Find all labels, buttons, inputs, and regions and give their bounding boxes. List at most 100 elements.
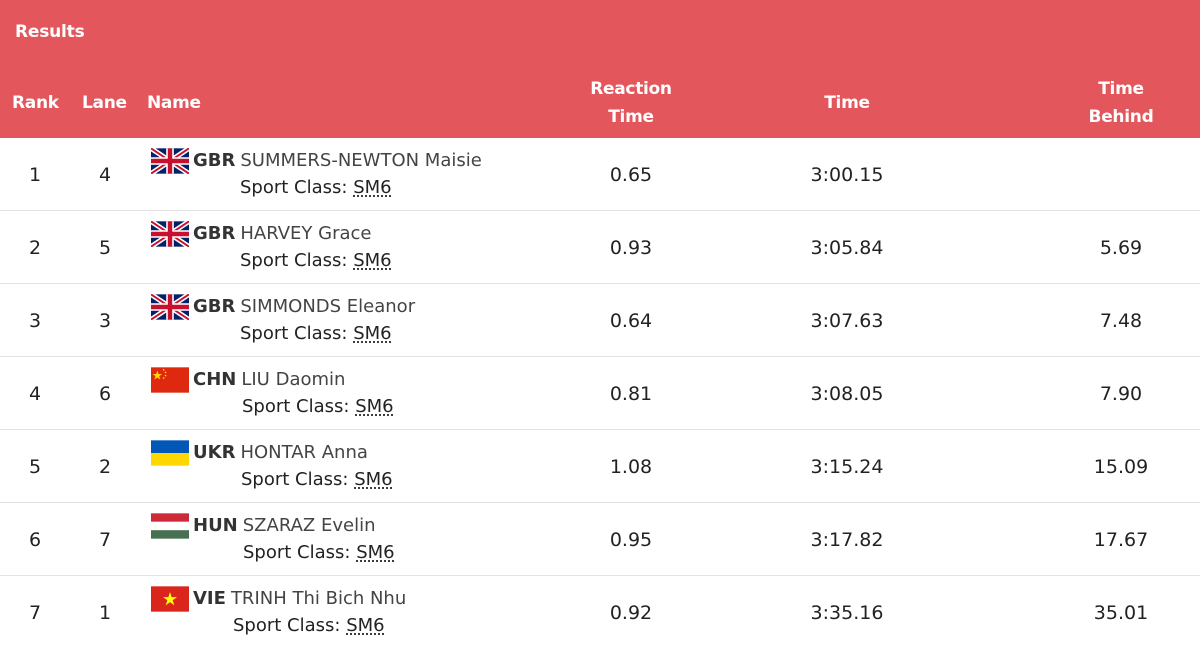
time-cell: 3:05.84 bbox=[810, 237, 884, 259]
sport-class-label: Sport Class: bbox=[242, 396, 356, 417]
panel-title: Results bbox=[15, 22, 85, 42]
reaction-time-cell: 0.64 bbox=[609, 310, 653, 332]
sport-class-label: Sport Class: bbox=[240, 323, 354, 344]
table-row: 7 1 VIE TRINH Thi Bich Nhu Sport Class: … bbox=[0, 576, 1200, 648]
rank-cell: 2 bbox=[28, 237, 42, 259]
gbr-flag-icon bbox=[151, 294, 189, 320]
reaction-time-cell: 0.95 bbox=[609, 529, 653, 551]
time-behind-cell: 7.90 bbox=[1099, 383, 1143, 405]
sport-class-line: Sport Class: SM6 bbox=[241, 468, 393, 492]
lane-cell: 5 bbox=[98, 237, 112, 259]
sport-class-value[interactable]: SM6 bbox=[346, 615, 385, 636]
time-behind-cell: 15.09 bbox=[1093, 456, 1149, 478]
sport-class-label: Sport Class: bbox=[241, 469, 355, 490]
chn-flag-icon bbox=[151, 367, 189, 393]
sport-class-line: Sport Class: SM6 bbox=[243, 541, 395, 565]
hun-flag-icon bbox=[151, 513, 189, 539]
lane-cell: 1 bbox=[98, 602, 112, 624]
sport-class-line: Sport Class: SM6 bbox=[240, 322, 392, 346]
sport-class-line: Sport Class: SM6 bbox=[240, 176, 392, 200]
sport-class-value[interactable]: SM6 bbox=[353, 250, 392, 271]
sport-class-line: Sport Class: SM6 bbox=[233, 614, 385, 638]
time-cell: 3:15.24 bbox=[810, 456, 884, 478]
table-row: 1 4 GBR SUMMERS-NEWTON Maisie Sport Clas… bbox=[0, 138, 1200, 211]
sport-class-label: Sport Class: bbox=[233, 615, 347, 636]
column-header-rank[interactable]: Rank bbox=[12, 93, 59, 113]
lane-cell: 3 bbox=[98, 310, 112, 332]
time-cell: 3:00.15 bbox=[810, 164, 884, 186]
gbr-flag-icon bbox=[151, 148, 189, 174]
table-row: 4 6 CHN LIU Daomin Sport Class: SM6 0.81… bbox=[0, 357, 1200, 430]
reaction-time-cell: 1.08 bbox=[609, 456, 653, 478]
sport-class-label: Sport Class: bbox=[243, 542, 357, 563]
time-behind-cell: 5.69 bbox=[1099, 237, 1143, 259]
sport-class-value[interactable]: SM6 bbox=[356, 542, 395, 563]
rank-cell: 1 bbox=[28, 164, 42, 186]
lane-cell: 7 bbox=[98, 529, 112, 551]
rank-cell: 7 bbox=[28, 602, 42, 624]
time-behind-cell: 17.67 bbox=[1093, 529, 1149, 551]
table-row: 5 2 UKR HONTAR Anna Sport Class: SM6 1.0… bbox=[0, 430, 1200, 503]
time-cell: 3:17.82 bbox=[810, 529, 884, 551]
time-cell: 3:35.16 bbox=[810, 602, 884, 624]
reaction-time-cell: 0.81 bbox=[609, 383, 653, 405]
column-header-reaction-line2: Time bbox=[608, 107, 654, 127]
sport-class-label: Sport Class: bbox=[240, 177, 354, 198]
sport-class-value[interactable]: SM6 bbox=[355, 396, 394, 417]
noc-code: VIE bbox=[193, 588, 226, 609]
noc-code: GBR bbox=[193, 223, 236, 244]
noc-code: UKR bbox=[193, 442, 236, 463]
ukr-flag-icon bbox=[151, 440, 189, 466]
sport-class-label: Sport Class: bbox=[240, 250, 354, 271]
column-header-reaction-line1: Reaction bbox=[590, 79, 672, 99]
column-header-time[interactable]: Time bbox=[824, 93, 870, 113]
sport-class-value[interactable]: SM6 bbox=[354, 469, 393, 490]
sport-class-value[interactable]: SM6 bbox=[353, 323, 392, 344]
athlete-name-link[interactable]: HONTAR Anna bbox=[240, 442, 368, 463]
time-behind-cell: 7.48 bbox=[1099, 310, 1143, 332]
vie-flag-icon bbox=[151, 586, 189, 612]
column-header-behind-line2: Behind bbox=[1088, 107, 1154, 127]
lane-cell: 4 bbox=[98, 164, 112, 186]
athlete-name-link[interactable]: SZARAZ Evelin bbox=[242, 515, 376, 536]
column-header-name[interactable]: Name bbox=[147, 93, 201, 113]
athlete-name-line: VIE TRINH Thi Bich Nhu bbox=[151, 586, 406, 612]
athlete-name-link[interactable]: LIU Daomin bbox=[241, 369, 346, 390]
results-header: Results Rank Lane Name Reaction Time Tim… bbox=[0, 0, 1200, 138]
noc-code: GBR bbox=[193, 296, 236, 317]
noc-code: CHN bbox=[193, 369, 237, 390]
time-cell: 3:07.63 bbox=[810, 310, 884, 332]
athlete-name-link[interactable]: SIMMONDS Eleanor bbox=[240, 296, 416, 317]
reaction-time-cell: 0.65 bbox=[609, 164, 653, 186]
rank-cell: 4 bbox=[28, 383, 42, 405]
lane-cell: 6 bbox=[98, 383, 112, 405]
athlete-name-line: CHN LIU Daomin bbox=[151, 367, 345, 393]
noc-code: GBR bbox=[193, 150, 236, 171]
sport-class-line: Sport Class: SM6 bbox=[240, 249, 392, 273]
athlete-name-link[interactable]: TRINH Thi Bich Nhu bbox=[230, 588, 407, 609]
sport-class-line: Sport Class: SM6 bbox=[242, 395, 394, 419]
athlete-name-line: GBR SUMMERS-NEWTON Maisie bbox=[151, 148, 482, 174]
table-row: 6 7 HUN SZARAZ Evelin Sport Class: SM6 0… bbox=[0, 503, 1200, 576]
reaction-time-cell: 0.92 bbox=[609, 602, 653, 624]
athlete-name-line: GBR HARVEY Grace bbox=[151, 221, 371, 247]
reaction-time-cell: 0.93 bbox=[609, 237, 653, 259]
results-table-body: 1 4 GBR SUMMERS-NEWTON Maisie Sport Clas… bbox=[0, 138, 1200, 648]
column-header-behind-line1: Time bbox=[1098, 79, 1144, 99]
table-row: 3 3 GBR SIMMONDS Eleanor Sport Class: SM… bbox=[0, 284, 1200, 357]
rank-cell: 5 bbox=[28, 456, 42, 478]
athlete-name-line: UKR HONTAR Anna bbox=[151, 440, 368, 466]
column-header-time-behind[interactable]: Time Behind bbox=[1050, 75, 1192, 131]
gbr-flag-icon bbox=[151, 221, 189, 247]
column-header-reaction-time[interactable]: Reaction Time bbox=[560, 75, 702, 131]
rank-cell: 3 bbox=[28, 310, 42, 332]
table-row: 2 5 GBR HARVEY Grace Sport Class: SM6 0.… bbox=[0, 211, 1200, 284]
sport-class-value[interactable]: SM6 bbox=[353, 177, 392, 198]
athlete-name-link[interactable]: HARVEY Grace bbox=[240, 223, 372, 244]
column-header-lane[interactable]: Lane bbox=[82, 93, 127, 113]
athlete-name-link[interactable]: SUMMERS-NEWTON Maisie bbox=[240, 150, 482, 171]
athlete-name-line: HUN SZARAZ Evelin bbox=[151, 513, 375, 539]
rank-cell: 6 bbox=[28, 529, 42, 551]
lane-cell: 2 bbox=[98, 456, 112, 478]
